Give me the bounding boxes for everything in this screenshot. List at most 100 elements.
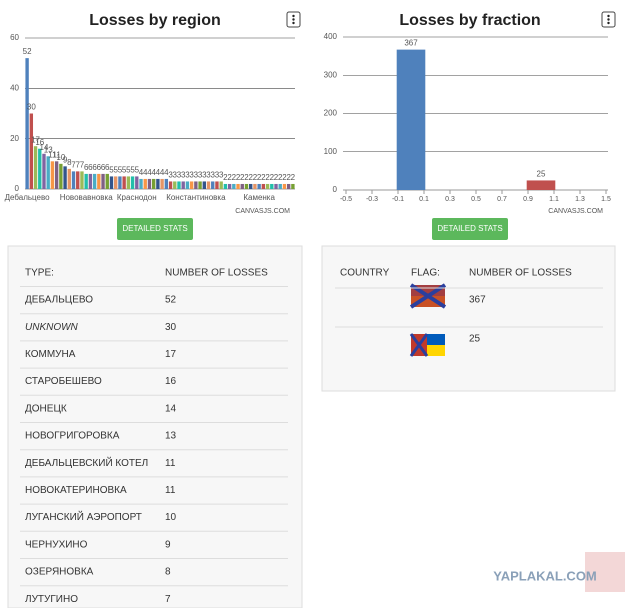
table-header: TYPE: — [25, 268, 54, 279]
value-label: 2 — [223, 173, 228, 182]
value-label: 2 — [261, 173, 266, 182]
bar — [135, 176, 139, 189]
bar — [46, 156, 50, 189]
value-label: 5 — [109, 166, 114, 175]
chart-title: Losses by region — [89, 12, 221, 29]
bar — [59, 163, 63, 189]
bar — [109, 176, 114, 189]
value-label: 14 — [40, 143, 49, 152]
watermark: YAPLAKAL.COM — [493, 568, 597, 583]
table-cell: ОЗЕРЯНОВКА — [25, 567, 94, 578]
value-label: 4 — [164, 168, 169, 177]
value-label: 11 — [52, 150, 61, 159]
table-header: NUMBER OF LOSSES — [165, 268, 268, 279]
bar — [232, 183, 236, 189]
bar — [71, 171, 76, 189]
bar — [219, 181, 223, 189]
value-label: 367 — [404, 39, 418, 48]
x-tick-label: Каменка — [243, 193, 275, 202]
value-label: 8 — [67, 158, 72, 167]
table-cell: ЧЕРНУХИНО — [25, 539, 88, 550]
value-label: 2 — [257, 173, 262, 182]
bar — [130, 176, 135, 189]
bar — [164, 178, 169, 189]
x-tick-label: 0.5 — [471, 196, 481, 203]
x-tick-label: Краснодон — [117, 193, 157, 202]
bar — [282, 183, 287, 189]
table-cell: 25 — [469, 334, 481, 345]
value-label: 5 — [113, 166, 118, 175]
bar — [265, 183, 270, 189]
value-label: 7 — [80, 160, 85, 169]
bar — [286, 183, 291, 189]
x-tick-label: 1.1 — [549, 196, 559, 203]
x-tick-label: -0.3 — [366, 196, 378, 203]
button-label[interactable]: DETAILED STATS — [437, 224, 502, 233]
bar — [29, 113, 34, 189]
detailed-stats-button[interactable] — [117, 218, 193, 240]
value-label: 16 — [35, 138, 44, 147]
table-cell: НОВОГРИГОРОВКА — [25, 431, 120, 442]
value-label: 4 — [143, 168, 148, 177]
bar — [147, 178, 152, 189]
table-cell: ЛУГАНСКИЙ АЭРОПОРТ — [25, 510, 142, 523]
table-cell: 52 — [165, 295, 177, 306]
bar — [194, 181, 198, 189]
bar — [240, 183, 244, 189]
value-label: 4 — [160, 168, 165, 177]
bar — [54, 161, 59, 189]
value-label: 6 — [101, 163, 106, 172]
menu-icon[interactable] — [286, 11, 301, 28]
watermark-logo — [585, 552, 625, 592]
bar — [63, 166, 67, 189]
value-label: 3 — [181, 171, 186, 180]
value-label: 6 — [97, 163, 102, 172]
bar — [160, 178, 164, 189]
table-cell: ЛУТУГИНО — [25, 594, 78, 605]
value-label: 4 — [139, 168, 144, 177]
credit: CANVASJS.COM — [548, 208, 603, 215]
region-table-panel — [7, 245, 303, 609]
table-cell: НОВОКАТЕРИНОВКА — [25, 485, 127, 496]
value-label: 10 — [56, 153, 65, 162]
value-label: 2 — [265, 173, 270, 182]
bar — [211, 181, 215, 189]
table-cell: 10 — [165, 512, 177, 523]
value-label: 3 — [189, 171, 194, 180]
bar — [278, 183, 282, 189]
bar — [173, 181, 177, 189]
value-label: 2 — [270, 173, 275, 182]
value-label: 25 — [537, 170, 546, 179]
bar — [270, 183, 274, 189]
x-tick-label: Нововавновка — [60, 193, 113, 202]
value-label: 7 — [71, 160, 76, 169]
y-tick-label: 300 — [324, 70, 338, 79]
value-label: 2 — [291, 173, 296, 182]
flag-icon — [409, 333, 445, 357]
bar — [215, 181, 219, 189]
y-tick-label: 60 — [10, 33, 19, 42]
value-label: 3 — [173, 171, 178, 180]
x-tick-label: 1.3 — [575, 196, 585, 203]
value-label: 5 — [118, 166, 123, 175]
table-header: NUMBER OF LOSSES — [469, 268, 572, 279]
detailed-stats-button[interactable] — [432, 218, 508, 240]
value-label: 2 — [253, 173, 258, 182]
bar — [168, 181, 173, 189]
table-cell: ДЕБАЛЬЦЕВСКИЙ КОТЕЛ — [25, 456, 148, 469]
bar — [50, 161, 55, 189]
button-label[interactable]: DETAILED STATS — [122, 224, 187, 233]
bar — [114, 176, 118, 189]
bar — [198, 181, 202, 189]
y-tick-label: 400 — [324, 32, 338, 41]
bar — [92, 173, 97, 189]
table-cell: 9 — [165, 539, 171, 550]
bar — [67, 168, 71, 189]
table-cell: 17 — [165, 349, 177, 360]
y-tick-label: 0 — [333, 185, 338, 194]
menu-icon[interactable] — [601, 11, 616, 28]
bar — [122, 176, 126, 189]
value-label: 5 — [122, 166, 127, 175]
table-header: COUNTRY — [340, 268, 390, 279]
